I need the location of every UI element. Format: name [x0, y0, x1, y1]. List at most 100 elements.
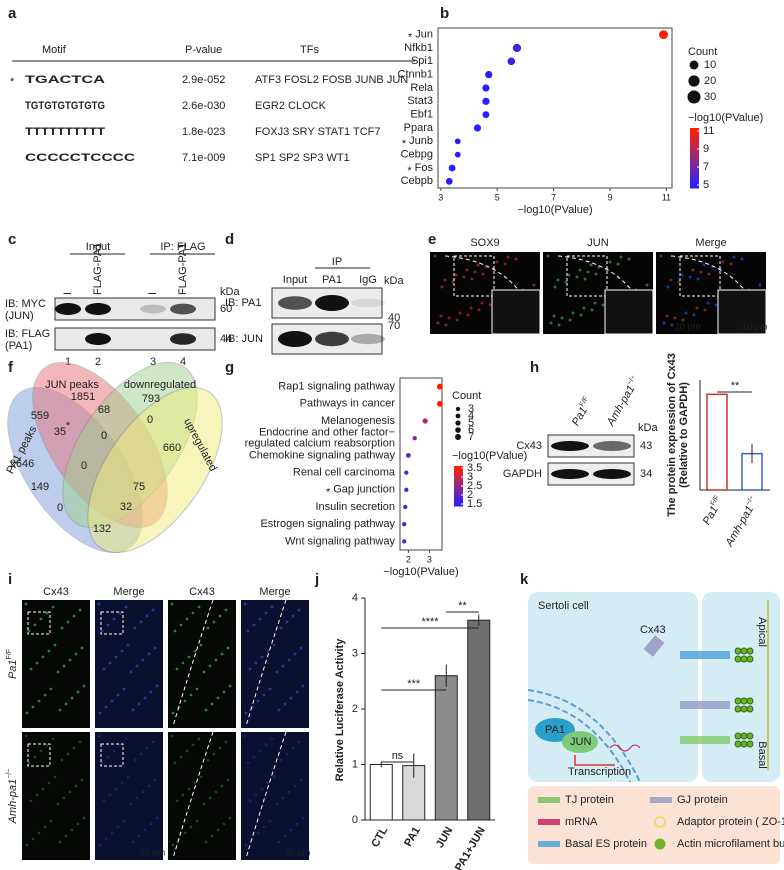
channel-label: JUN [587, 237, 608, 249]
cell-signal [82, 816, 86, 820]
cell-signal [291, 614, 295, 618]
colorbar-cell [690, 149, 699, 153]
cell-signal [39, 617, 43, 621]
actin [734, 732, 742, 740]
cell-signal [281, 796, 285, 800]
cell-signal [68, 658, 72, 662]
cell-signal [254, 661, 258, 665]
cell-signal [29, 667, 33, 671]
cell-signal [58, 708, 62, 712]
cell-signal [33, 623, 37, 627]
colorbar-cell [690, 158, 699, 162]
cell-signal [293, 652, 297, 656]
cell-signal [465, 268, 469, 272]
colorbar-cell [454, 482, 463, 485]
cell-signal [695, 306, 699, 310]
cell-signal [80, 646, 84, 650]
cell-signal [39, 749, 43, 753]
legend-icon [654, 838, 666, 850]
scale-label: 20 μm [285, 847, 310, 857]
tf-list: ATF3 FOSL2 FOSB JUNB JUN [255, 74, 408, 86]
actin [746, 647, 754, 655]
cell-signal [729, 262, 733, 266]
cell-signal [56, 802, 60, 806]
colorbar-cell [690, 155, 699, 159]
cell-signal [616, 262, 620, 266]
colorbar-cell [454, 484, 463, 487]
cell-signal [210, 834, 214, 838]
cell-signal [133, 626, 137, 630]
channel-label: SOX9 [470, 237, 499, 249]
band [140, 304, 166, 314]
colorbar-cell [690, 131, 699, 135]
colorbar-cell [454, 496, 463, 499]
cell-signal [124, 605, 128, 609]
legend-box [528, 786, 780, 864]
venn-count: 68 [98, 404, 110, 416]
cell-signal [145, 746, 149, 750]
cell-signal [706, 301, 710, 305]
legend-title: −log10(PValue) [688, 112, 763, 124]
ib-label: IB: JUN [225, 333, 263, 345]
actin [746, 705, 754, 713]
plot-frame [399, 377, 443, 551]
actin [740, 740, 748, 748]
colorbar-cell [454, 466, 463, 469]
colorbar-label: 9 [703, 143, 709, 155]
cell-signal [74, 652, 78, 656]
cell-signal [25, 843, 29, 847]
legend-label: TJ protein [565, 794, 614, 806]
cell-signal [35, 793, 39, 797]
row-label: Amh-pa1−/− [6, 769, 19, 825]
cell-signal [108, 661, 112, 665]
colorbar-cell [454, 480, 463, 483]
cell-signal [37, 831, 41, 835]
lane-number: 2 [95, 356, 101, 368]
row-label: GAPDH [503, 468, 542, 480]
cell-signal [659, 254, 663, 258]
row-label-base: Pa1 [7, 659, 19, 679]
bar [369, 764, 393, 821]
band [55, 303, 81, 315]
cell-signal [266, 781, 270, 785]
cell-signal [578, 268, 582, 272]
cell-signal [703, 308, 707, 312]
cell-signal [47, 649, 51, 653]
cell-signal [218, 614, 222, 618]
cell-signal [76, 822, 80, 826]
cell-signal [503, 262, 507, 266]
cell-signal [175, 799, 179, 803]
cell-signal [214, 790, 218, 794]
cell-signal [195, 819, 199, 823]
category-label: Ebf1 [410, 109, 433, 121]
cell-signal [270, 605, 274, 609]
band [315, 295, 349, 311]
cell-signal [575, 275, 579, 279]
cell-signal [78, 740, 82, 744]
cell-signal [135, 664, 139, 668]
set-label: JUN peaks [45, 379, 99, 391]
cell-signal [279, 758, 283, 762]
protein-label: JUN [570, 736, 591, 748]
actin [734, 647, 742, 655]
row-label-sup: −/− [6, 769, 13, 779]
actin [734, 697, 742, 705]
colorbar-cell [454, 470, 463, 473]
dot [404, 470, 409, 475]
cell-signal [433, 254, 437, 258]
cell-signal [97, 734, 101, 738]
zoom-box [566, 255, 608, 297]
cell-signal [204, 840, 208, 844]
blot [547, 462, 635, 486]
cell-signal [681, 318, 685, 322]
cell-signal [677, 280, 681, 284]
inset [491, 289, 541, 335]
bar [434, 675, 458, 821]
cell-signal [532, 283, 536, 287]
legend-icon [538, 819, 560, 825]
actin [746, 655, 754, 663]
cell-signal [579, 313, 583, 317]
row-label-sup: F/F [6, 649, 13, 660]
legend-dot [455, 406, 461, 412]
colorbar-cell [690, 179, 699, 183]
